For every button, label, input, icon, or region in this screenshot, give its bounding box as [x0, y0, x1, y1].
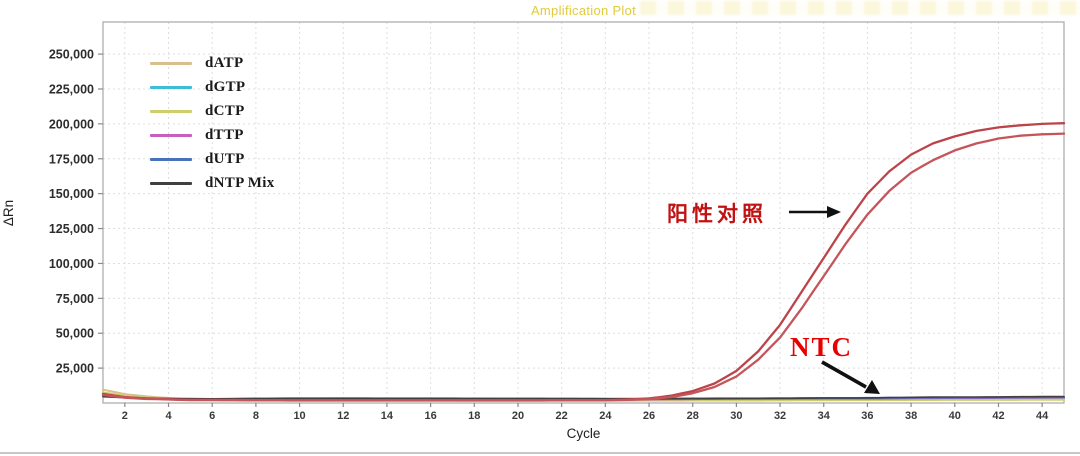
legend-item-dttp: dTTP	[150, 123, 275, 147]
x-tick-label: 2	[122, 410, 128, 422]
x-tick-label: 34	[818, 410, 831, 422]
x-tick-label: 10	[293, 410, 305, 422]
legend-swatch	[150, 85, 192, 89]
x-tick-label: 12	[337, 410, 349, 422]
x-tick-label: 28	[687, 410, 699, 422]
x-tick-label: 4	[165, 410, 172, 422]
legend-item-dctp: dCTP	[150, 99, 275, 123]
positive-control-annotation: 阳性对照	[667, 202, 767, 226]
x-tick-label: 36	[861, 410, 873, 422]
x-tick-label: 30	[730, 410, 742, 422]
legend-swatch	[150, 61, 192, 65]
x-axis-label: Cycle	[566, 426, 601, 441]
legend-label: dCTP	[205, 102, 245, 119]
legend-item-dntp-mix: dNTP Mix	[150, 171, 275, 195]
ntc-arrow	[821, 360, 867, 389]
legend-swatch	[150, 181, 192, 185]
y-tick-label: 50,000	[56, 327, 94, 341]
x-tick-label: 6	[209, 410, 215, 422]
legend-label: dUTP	[205, 150, 245, 167]
x-tick-label: 32	[774, 410, 786, 422]
legend-label: dATP	[205, 54, 244, 71]
series-line-positive-control-2	[101, 132, 1066, 402]
y-tick-label: 250,000	[49, 48, 94, 62]
y-tick-label: 225,000	[49, 82, 94, 96]
x-tick-label: 20	[512, 410, 524, 422]
x-tick-label: 26	[643, 410, 655, 422]
y-tick-label: 100,000	[49, 257, 94, 271]
x-tick-label: 44	[1036, 410, 1049, 422]
y-tick-label: 150,000	[49, 187, 94, 201]
bottom-divider	[0, 452, 1080, 454]
y-tick-label: 25,000	[56, 362, 94, 376]
y-tick-label: 125,000	[49, 222, 94, 236]
legend-swatch	[150, 157, 192, 161]
x-tick-label: 38	[905, 410, 917, 422]
legend-item-dutp: dUTP	[150, 147, 275, 171]
x-tick-label: 40	[949, 410, 961, 422]
x-tick-label: 22	[556, 410, 568, 422]
x-tick-label: 16	[424, 410, 436, 422]
legend-item-dgtp: dGTP	[150, 75, 275, 99]
legend-label: dNTP Mix	[205, 174, 275, 191]
chart-title: Amplification Plot	[530, 3, 637, 18]
x-tick-label: 14	[381, 410, 394, 422]
y-tick-label: 75,000	[56, 292, 94, 306]
x-tick-label: 8	[253, 410, 259, 422]
ntc-arrowhead-icon	[864, 380, 880, 394]
x-tick-label: 24	[599, 410, 612, 422]
series-line-dntp-mix	[102, 395, 1065, 400]
plot-border	[102, 21, 1065, 404]
legend-swatch	[150, 109, 192, 113]
positive-control-arrowhead-icon	[827, 206, 841, 218]
legend-swatch	[150, 133, 192, 137]
y-tick-label: 200,000	[49, 117, 94, 131]
ntc-annotation: NTC	[790, 332, 854, 362]
legend: dATP dGTP dCTP dTTP dUTP dNTP Mix	[150, 51, 275, 195]
x-tick-label: 18	[468, 410, 480, 422]
y-tick-label: 175,000	[49, 152, 94, 166]
legend-label: dGTP	[205, 78, 246, 95]
x-tick-label: 42	[992, 410, 1004, 422]
legend-label: dTTP	[205, 126, 244, 143]
legend-item-datp: dATP	[150, 51, 275, 75]
